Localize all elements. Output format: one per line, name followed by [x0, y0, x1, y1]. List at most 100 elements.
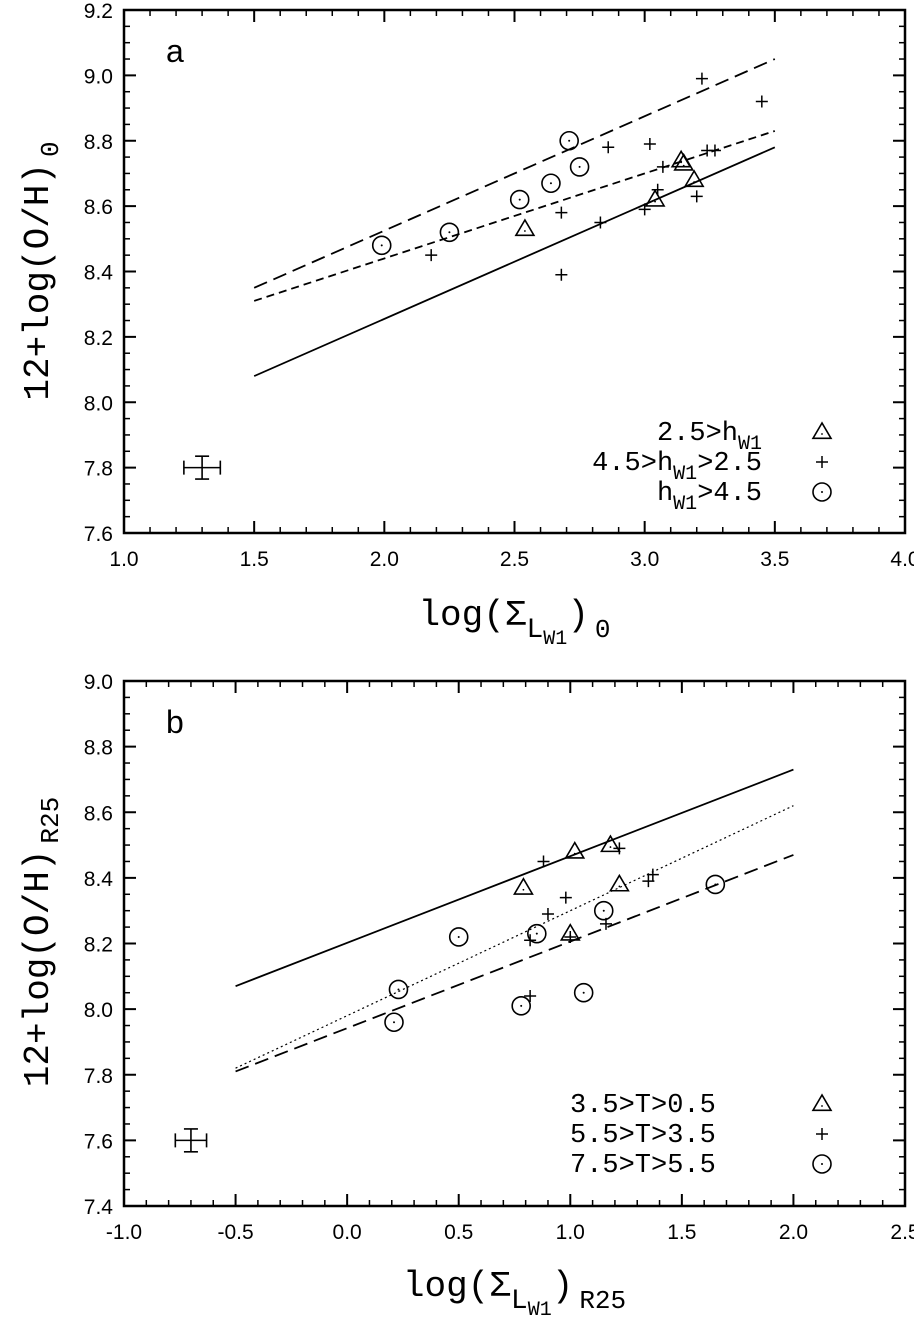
- data-point-circle: [527, 923, 547, 944]
- panel-a: 1.0 1.5 2.0 2.5 3.0 3.5 4.0 7.6 7.8 8.0 8.2 8.4 8.6 8…: [18, 0, 914, 651]
- data-point-triangle-dot: [680, 161, 683, 164]
- data-point-circle-dot: [535, 932, 538, 935]
- data-point-plus: [643, 138, 656, 151]
- data-point-plus: [708, 144, 721, 157]
- panel-label: b: [166, 704, 184, 740]
- data-point-triangle-dot: [693, 181, 696, 183]
- data-point-circle-dot: [582, 991, 585, 994]
- data-point-plus: [642, 875, 655, 888]
- y-axis-title-subscript: 0: [36, 141, 66, 157]
- legend-marker-circle: [812, 482, 832, 502]
- data-point-plus: [755, 95, 768, 108]
- y-tick-label: 8.2: [84, 327, 113, 350]
- data-point-plus: [524, 990, 537, 1002]
- x-axis-title-subscript: L: [511, 1286, 528, 1317]
- data-point-plus: [555, 206, 568, 219]
- y-tick-label: 9.0: [84, 65, 113, 88]
- legend-marker-circle-dot: [821, 491, 823, 493]
- data-point-plus: [638, 203, 651, 216]
- x-tick-label: 4.0: [890, 548, 914, 571]
- x-axis-title-subsubscript: W1: [543, 628, 567, 651]
- data-point-circle-dot: [602, 909, 605, 912]
- y-tick-label: 8.8: [84, 737, 113, 760]
- legend-marker-plus: [816, 456, 828, 468]
- x-tick-label: 2.0: [370, 548, 399, 571]
- legend-label: 4.5>h: [592, 449, 673, 479]
- fit-line-dotted: [235, 805, 794, 1069]
- data-point-plus: [651, 183, 664, 196]
- data-point-circle-dot: [578, 165, 581, 168]
- panel-label: a: [166, 33, 184, 69]
- error-bar-glyph: [174, 1128, 208, 1153]
- data-point-plus: [602, 141, 615, 154]
- legend-marker-circle-dot: [821, 1163, 823, 1165]
- legend-entry: 4.5>hW1>2.5: [592, 449, 762, 486]
- data-point-plus: [690, 190, 703, 203]
- x-axis-title-subsubscript: W1: [528, 1299, 552, 1317]
- data-point-circle-dot: [549, 182, 552, 185]
- data-point-circle-dot: [448, 231, 451, 234]
- data-point-circle-dot: [520, 1004, 523, 1007]
- plot-frame: [122, 8, 907, 535]
- data-point-triangle-dot: [609, 846, 612, 848]
- x-tick-label: 1.5: [667, 1221, 696, 1244]
- y-tick-label: 7.8: [84, 458, 113, 481]
- y-tick-label: 8.8: [84, 131, 113, 154]
- data-point-circle: [448, 927, 469, 947]
- y-axis-title: 12+log(O/H) 0: [18, 141, 66, 400]
- data-point-circle: [593, 900, 614, 921]
- x-tick-label: 1.5: [240, 548, 269, 571]
- data-point-plus: [425, 249, 438, 262]
- data-point-plus: [537, 855, 550, 868]
- legend-entry: 5.5>T>3.5: [570, 1121, 716, 1151]
- data-point-circle: [511, 996, 531, 1016]
- y-axis-title-subscript: R25: [36, 797, 66, 844]
- x-tick-label: 1.0: [109, 548, 138, 571]
- data-point-circle: [439, 222, 460, 243]
- legend-entry: 7.5>T>5.5: [570, 1151, 716, 1181]
- data-point-plus: [564, 930, 577, 943]
- y-axis-title-main: 12+log(O/H): [18, 163, 59, 401]
- legend-tail: >2.5: [697, 449, 762, 479]
- y-tick-label: 7.6: [84, 523, 113, 546]
- legend-marker-circle: [812, 1154, 832, 1174]
- data-point-circle: [384, 1012, 404, 1033]
- fit-line-short-dash: [253, 130, 776, 302]
- data-point-plus: [559, 891, 572, 904]
- legend-label: h: [657, 479, 673, 509]
- y-axis-title: 12+log(O/H) R25: [18, 797, 66, 1087]
- x-tick-label: 0.5: [444, 1221, 473, 1244]
- data-point-triangle: [600, 834, 621, 853]
- y-tick-label: 8.6: [84, 196, 113, 219]
- legend-label: 5.5>T>3.5: [570, 1121, 716, 1151]
- x-tick-label: 2.5: [890, 1221, 914, 1244]
- x-axis-title-close: ): [552, 1266, 574, 1307]
- data-point-circle: [573, 982, 594, 1003]
- legend-marker-triangle: [811, 421, 833, 440]
- legend-marker-plus: [816, 1128, 828, 1140]
- x-tick-label: 2.0: [779, 1221, 808, 1244]
- y-tick-label: 8.6: [84, 802, 113, 825]
- data-point-plus: [541, 907, 554, 920]
- data-point-triangle-dot: [654, 200, 656, 203]
- data-point-triangle-dot: [522, 888, 525, 891]
- x-tick-label: 3.5: [760, 548, 789, 571]
- data-point-triangle: [683, 169, 705, 188]
- legend-marker-triangle: [811, 1093, 833, 1112]
- x-axis-title-subscript: L: [526, 615, 543, 646]
- x-axis-title-main: log(Σ: [403, 1266, 511, 1307]
- y-axis-title-main: 12+log(O/H): [18, 850, 59, 1088]
- data-point-plus: [695, 72, 708, 85]
- fit-line-solid: [253, 146, 776, 377]
- data-point-triangle: [608, 873, 630, 892]
- x-tick-label: 2.5: [500, 548, 529, 571]
- data-point-plus: [656, 160, 669, 173]
- legend-subscript: W1: [673, 493, 697, 516]
- data-point-plus: [555, 268, 568, 281]
- legend-subscript: W1: [738, 433, 762, 456]
- x-tick-label: 3.0: [630, 548, 659, 571]
- legend-entry: 2.5>hW1: [657, 419, 762, 456]
- y-tick-label: 7.4: [84, 1196, 114, 1219]
- data-point-circle: [541, 173, 561, 194]
